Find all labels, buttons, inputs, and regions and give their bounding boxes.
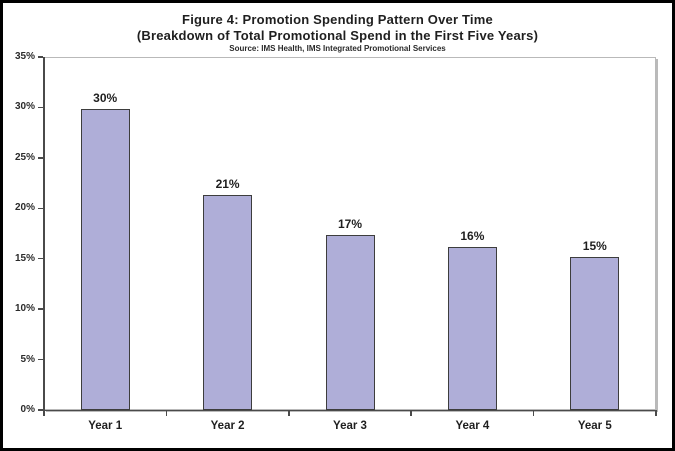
x-tick [288,411,290,416]
bar-value-label: 30% [93,91,118,106]
chart-title: Figure 4: Promotion Spending Pattern Ove… [182,12,493,27]
bar-value-label: 16% [460,228,485,243]
y-tick [38,257,43,260]
bar-value-label: 15% [582,238,607,253]
y-tick [38,56,43,58]
x-category-label: Year 4 [455,420,490,432]
y-tick-label: 10% [14,303,35,315]
y-tick-label: 5% [20,353,35,365]
x-category-label: Year 1 [88,420,123,432]
y-tick-label: 15% [14,252,35,264]
y-tick [38,409,43,411]
chart-source: Source: IMS Health, IMS Integrated Promo… [229,44,446,53]
x-tick [43,411,45,416]
y-tick-label: 30% [14,101,35,113]
y-tick [38,106,43,109]
y-tick-label: 0% [20,404,35,415]
bar-value-label: 17% [337,216,363,231]
bar-year-4 [447,246,497,410]
y-tick [38,157,43,159]
y-tick [38,207,43,210]
x-axis-line [43,409,657,411]
y-axis-line [43,57,45,411]
y-tick [38,358,43,361]
y-tick-label: 25% [14,151,35,163]
bar-year-5 [570,256,620,410]
x-category-label: Year 5 [577,420,612,432]
y-tick [38,308,43,310]
bar-year-2 [203,195,253,410]
x-category-label: Year 2 [210,420,245,432]
y-tick-label: 35% [14,51,35,62]
bar-year-3 [325,234,375,410]
x-tick [532,411,535,416]
bar-year-1 [80,109,130,410]
bar-value-label: 21% [215,177,240,192]
chart-subtitle: (Breakdown of Total Promotional Spend in… [136,28,539,43]
x-tick [655,411,657,416]
x-category-label: Year 3 [333,420,367,432]
x-tick [165,411,168,416]
y-tick-label: 20% [14,202,35,214]
x-tick [410,411,412,416]
